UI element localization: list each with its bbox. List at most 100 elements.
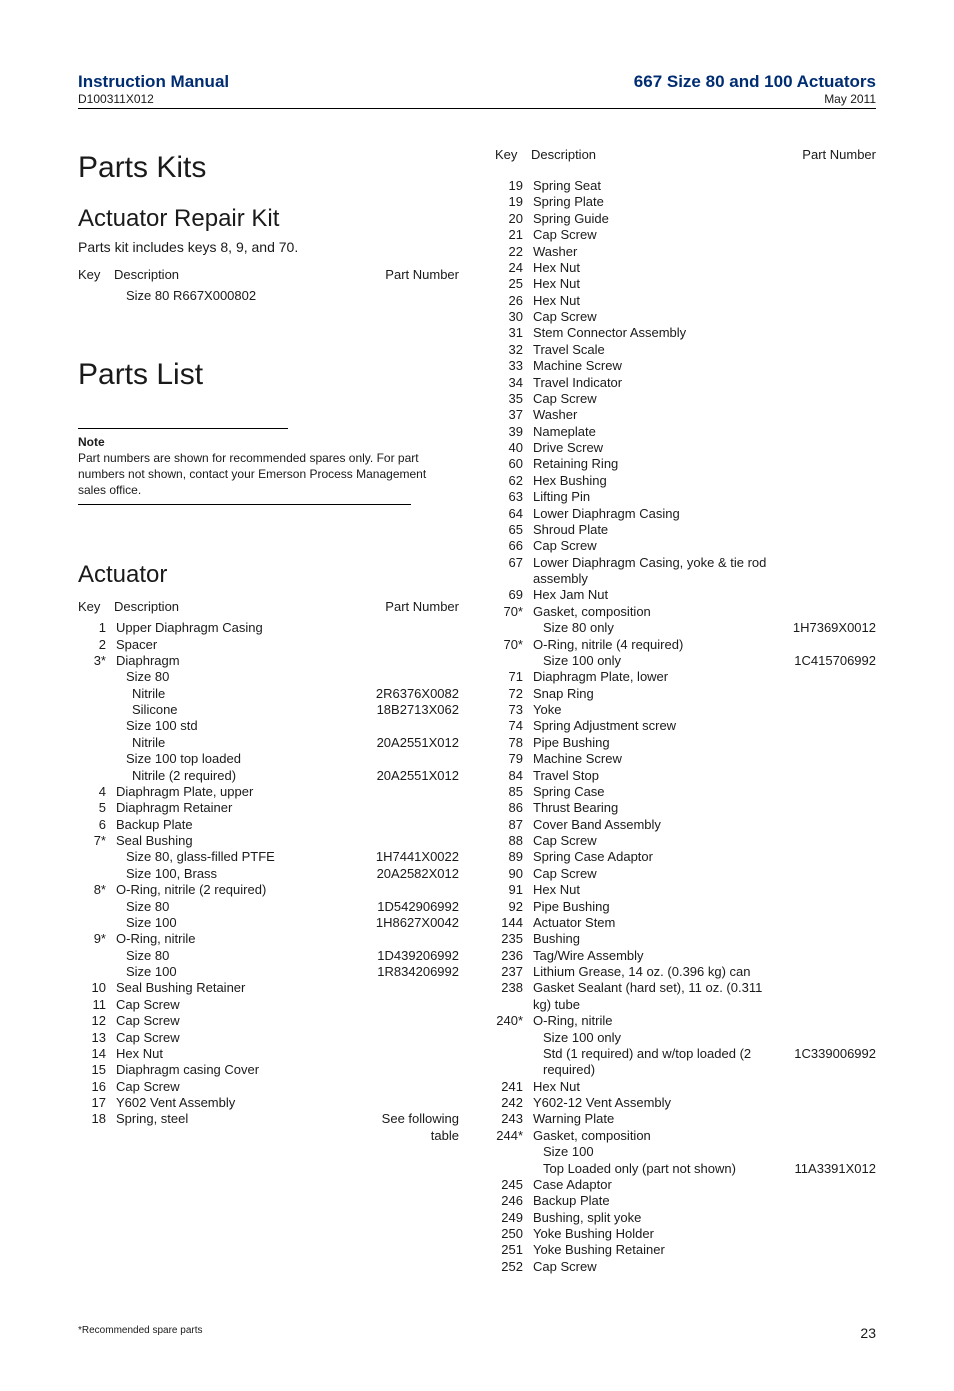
cell-key bbox=[78, 768, 114, 784]
cell-desc: Hex Nut bbox=[531, 1079, 776, 1095]
cell-part: 1R834206992 bbox=[359, 964, 459, 980]
cell-desc: Hex Bushing bbox=[531, 473, 776, 489]
cell-key: 238 bbox=[495, 980, 531, 1013]
cell-desc: Cap Screw bbox=[114, 1079, 359, 1095]
cell-desc: Nitrile bbox=[114, 735, 359, 751]
table-row: 60Retaining Ring bbox=[495, 456, 876, 472]
cell-key bbox=[495, 1030, 531, 1046]
cell-desc: Size 80 bbox=[114, 899, 359, 915]
cell-key: 33 bbox=[495, 358, 531, 374]
cell-part bbox=[776, 931, 876, 947]
cell-desc: Size 80 only bbox=[531, 620, 776, 636]
table-row: Size 100, Brass20A2582X012 bbox=[78, 866, 459, 882]
cell-desc: Case Adaptor bbox=[531, 1177, 776, 1193]
table-row: 13Cap Screw bbox=[78, 1030, 459, 1046]
cell-desc: Diaphragm Retainer bbox=[114, 800, 359, 816]
cell-desc: Diaphragm Plate, lower bbox=[531, 669, 776, 685]
cell-key bbox=[495, 1161, 531, 1177]
table-row: Size 100 only1C415706992 bbox=[495, 653, 876, 669]
cell-part bbox=[776, 506, 876, 522]
col-header-desc: Description bbox=[114, 599, 359, 614]
table-row: Size 801D439206992 bbox=[78, 948, 459, 964]
cell-part bbox=[359, 980, 459, 996]
cell-key: 243 bbox=[495, 1111, 531, 1127]
cell-desc: Cap Screw bbox=[531, 227, 776, 243]
table-row: 62Hex Bushing bbox=[495, 473, 876, 489]
cell-part bbox=[776, 1111, 876, 1127]
cell-key: 20 bbox=[495, 211, 531, 227]
cell-key: 22 bbox=[495, 244, 531, 260]
cell-key: 85 bbox=[495, 784, 531, 800]
cell-part bbox=[776, 686, 876, 702]
cell-part bbox=[776, 702, 876, 718]
cell-key: 4 bbox=[78, 784, 114, 800]
cell-part bbox=[776, 522, 876, 538]
cell-desc: Size 100 bbox=[531, 1144, 776, 1160]
cell-part bbox=[776, 473, 876, 489]
table-row: 89Spring Case Adaptor bbox=[495, 849, 876, 865]
cell-key: 3* bbox=[78, 653, 114, 669]
cell-desc: Actuator Stem bbox=[531, 915, 776, 931]
cell-key: 92 bbox=[495, 899, 531, 915]
table-row: 32Travel Scale bbox=[495, 342, 876, 358]
repair-kit-heading: Actuator Repair Kit bbox=[78, 205, 459, 233]
cell-part: 1C415706992 bbox=[776, 653, 876, 669]
page-number: 23 bbox=[860, 1325, 876, 1341]
cell-part bbox=[359, 1030, 459, 1046]
cell-desc: Size 100 std bbox=[114, 718, 359, 734]
cell-part bbox=[776, 358, 876, 374]
table-row: 19Spring Seat bbox=[495, 178, 876, 194]
repair-kit-rows: Size 80 R667X000802 bbox=[78, 288, 459, 304]
cell-part bbox=[359, 1079, 459, 1095]
cell-key: 70* bbox=[495, 637, 531, 653]
cell-key: 86 bbox=[495, 800, 531, 816]
table-row: Size 80 only1H7369X0012 bbox=[495, 620, 876, 636]
cell-key: 66 bbox=[495, 538, 531, 554]
cell-key: 245 bbox=[495, 1177, 531, 1193]
table-row: 144Actuator Stem bbox=[495, 915, 876, 931]
cell-desc: O-Ring, nitrile bbox=[531, 1013, 776, 1029]
cell-desc: Stem Connector Assembly bbox=[531, 325, 776, 341]
cell-key: 236 bbox=[495, 948, 531, 964]
cell-key: 25 bbox=[495, 276, 531, 292]
cell-key bbox=[495, 653, 531, 669]
cell-part bbox=[359, 833, 459, 849]
note-text: Part numbers are shown for recommended s… bbox=[78, 451, 429, 498]
cell-part bbox=[359, 1095, 459, 1111]
cell-part: 1H7369X0012 bbox=[776, 620, 876, 636]
cell-desc: Tag/Wire Assembly bbox=[531, 948, 776, 964]
cell-part bbox=[359, 882, 459, 898]
cell-key: 12 bbox=[78, 1013, 114, 1029]
cell-key bbox=[78, 288, 114, 304]
cell-desc: Machine Screw bbox=[531, 358, 776, 374]
table-row: 250Yoke Bushing Holder bbox=[495, 1226, 876, 1242]
cell-desc: Cap Screw bbox=[531, 866, 776, 882]
cell-part bbox=[776, 1013, 876, 1029]
cell-key: 63 bbox=[495, 489, 531, 505]
table-row: 63Lifting Pin bbox=[495, 489, 876, 505]
cell-desc: Cap Screw bbox=[114, 1013, 359, 1029]
table-row: 92Pipe Bushing bbox=[495, 899, 876, 915]
cell-key: 84 bbox=[495, 768, 531, 784]
cell-key bbox=[78, 686, 114, 702]
cell-part: 20A2582X012 bbox=[359, 866, 459, 882]
actuator-heading: Actuator bbox=[78, 561, 459, 589]
cell-key: 242 bbox=[495, 1095, 531, 1111]
cell-part bbox=[359, 637, 459, 653]
cell-key: 9* bbox=[78, 931, 114, 947]
table-row: 73Yoke bbox=[495, 702, 876, 718]
table-row: 240*O-Ring, nitrile bbox=[495, 1013, 876, 1029]
cell-part bbox=[776, 276, 876, 292]
cell-key: 64 bbox=[495, 506, 531, 522]
cell-key: 144 bbox=[495, 915, 531, 931]
cell-key: 65 bbox=[495, 522, 531, 538]
cell-desc: Gasket Sealant (hard set), 11 oz. (0.311… bbox=[531, 980, 776, 1013]
table-row: Size 80, glass-filled PTFE1H7441X0022 bbox=[78, 849, 459, 865]
table-row: 11Cap Screw bbox=[78, 997, 459, 1013]
cell-key: 71 bbox=[495, 669, 531, 685]
cell-desc: Spacer bbox=[114, 637, 359, 653]
cell-desc: Bushing, split yoke bbox=[531, 1210, 776, 1226]
cell-part bbox=[359, 784, 459, 800]
table-row: 26Hex Nut bbox=[495, 293, 876, 309]
cell-desc: Spring Case bbox=[531, 784, 776, 800]
